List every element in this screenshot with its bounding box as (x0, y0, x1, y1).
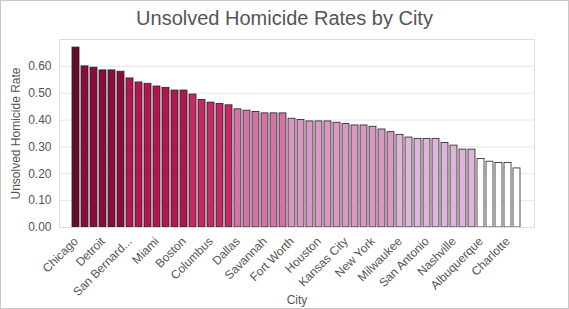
svg-text:0.60: 0.60 (28, 59, 52, 73)
svg-text:0.40: 0.40 (28, 113, 52, 127)
svg-text:Columbus: Columbus (167, 234, 216, 283)
svg-text:Chicago: Chicago (40, 234, 81, 275)
svg-text:Milwaukee: Milwaukee (354, 234, 405, 285)
svg-text:Charlotte: Charlotte (468, 234, 513, 279)
svg-text:Miami: Miami (129, 234, 162, 267)
svg-text:Unsolved Homicide Rate: Unsolved Homicide Rate (9, 67, 23, 199)
html-text:Unsolved Homicide Rates by Cit: Unsolved Homicide Rates by City (136, 7, 433, 29)
svg-text:Boston: Boston (152, 234, 189, 271)
svg-text:Albuquerque: Albuquerque (427, 234, 486, 293)
svg-text:Savannah: Savannah (221, 234, 270, 283)
svg-text:City: City (287, 293, 308, 307)
svg-text:Houston: Houston (282, 234, 324, 276)
svg-text:0.50: 0.50 (28, 86, 52, 100)
svg-text:0.10: 0.10 (28, 193, 52, 207)
svg-text:0.00: 0.00 (28, 220, 52, 234)
svg-text:Nashville: Nashville (414, 234, 459, 279)
svg-text:Detroit: Detroit (72, 234, 108, 270)
svg-text:San Bernard...: San Bernard... (70, 234, 135, 299)
svg-text:New York: New York (332, 234, 378, 280)
svg-text:Kansas City: Kansas City (295, 234, 351, 290)
svg-text:Dallas: Dallas (209, 234, 243, 268)
svg-text:Fort Worth: Fort Worth (247, 234, 297, 285)
svg-text:San Antonio: San Antonio (376, 234, 432, 290)
svg-text:0.20: 0.20 (28, 167, 52, 181)
svg-text:0.30: 0.30 (28, 140, 52, 154)
